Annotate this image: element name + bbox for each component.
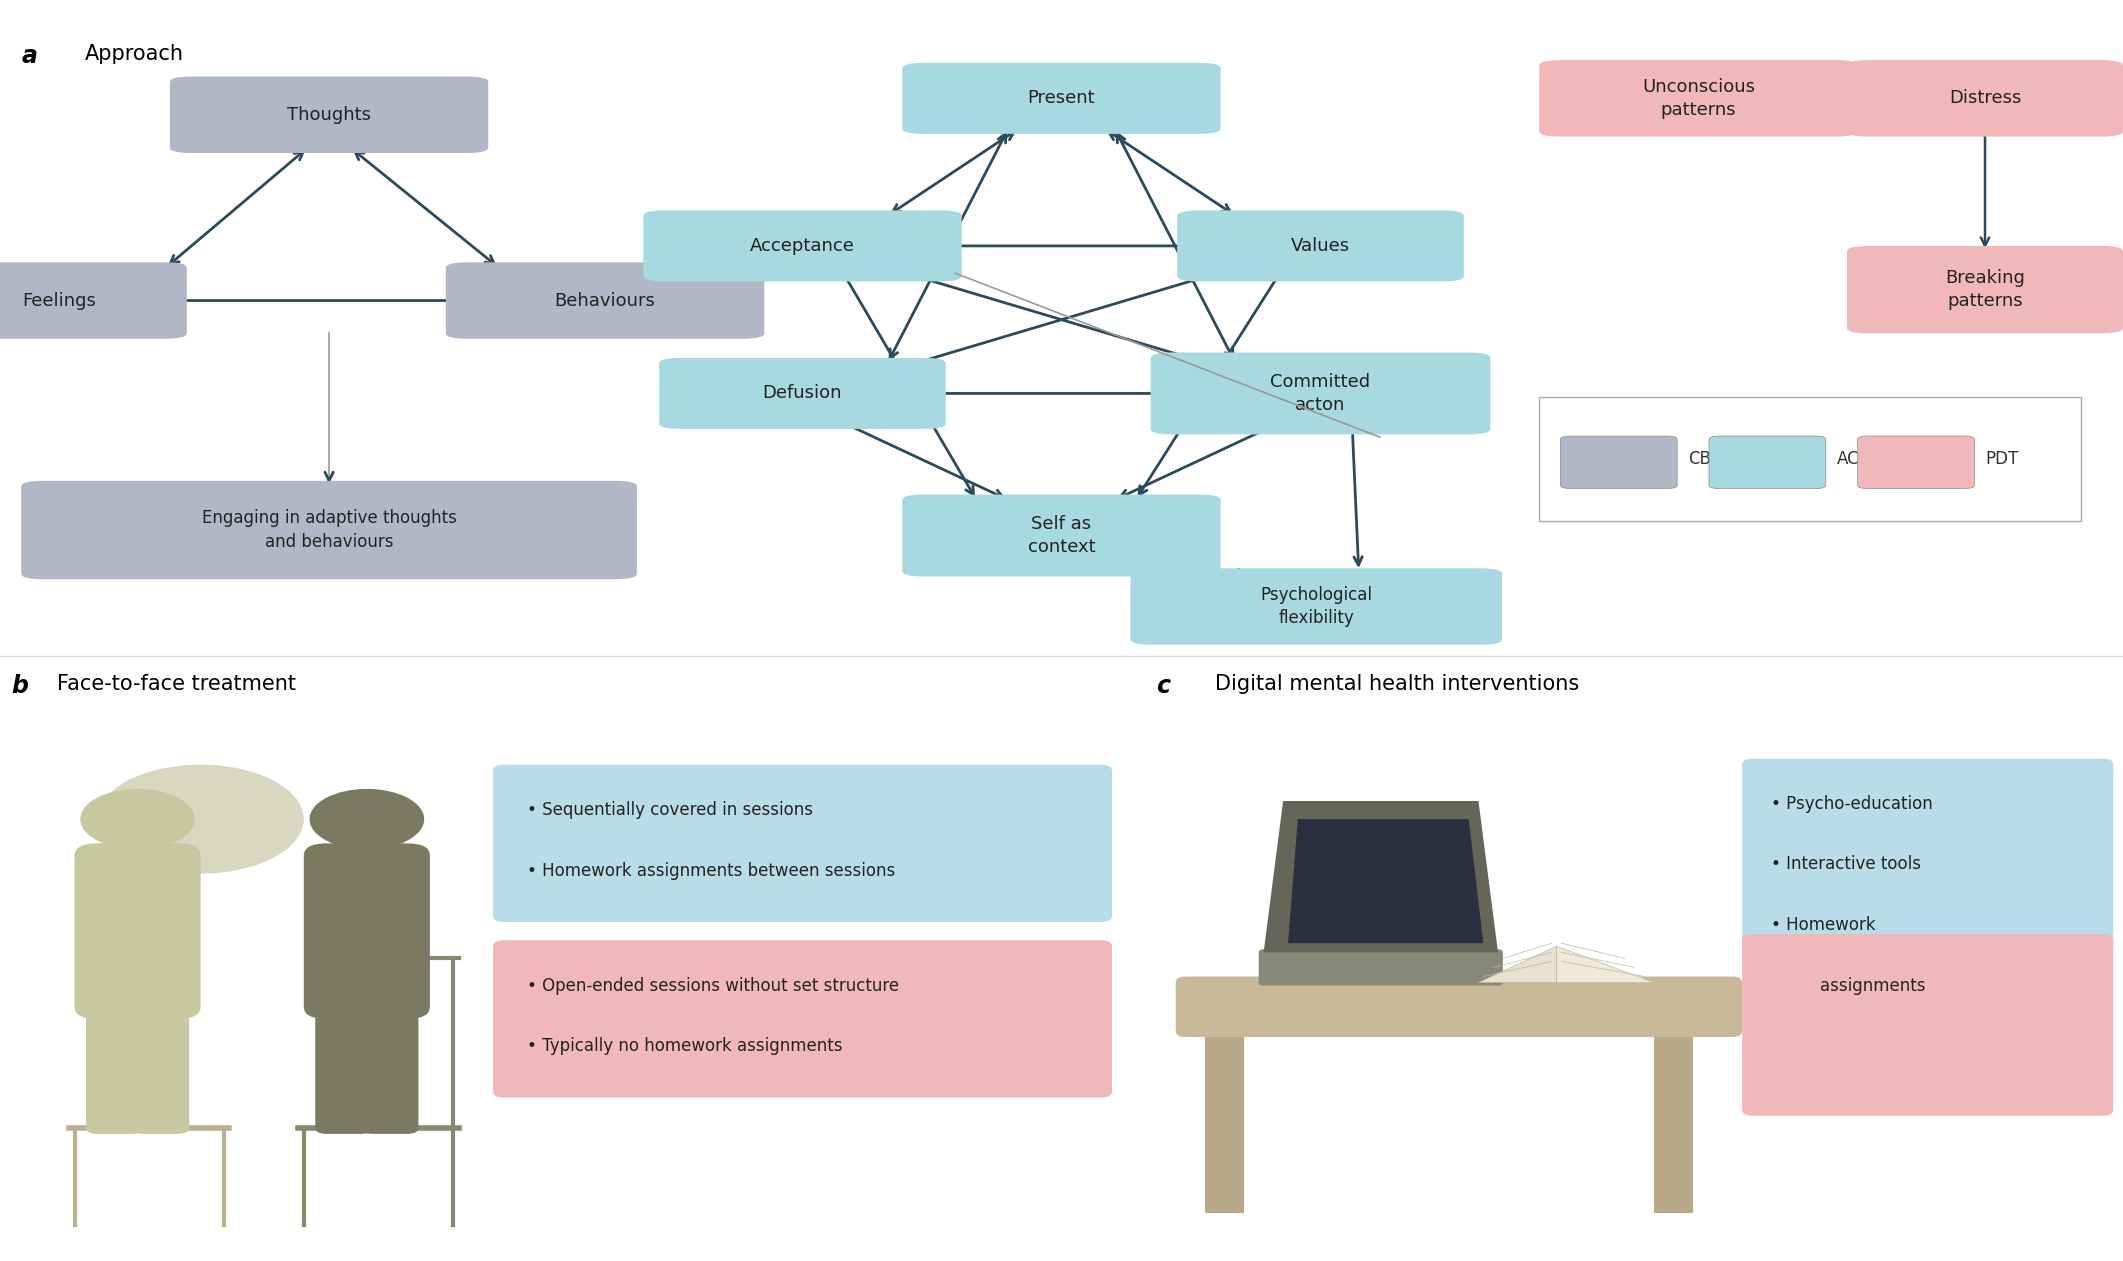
Text: • Interactive tools: • Interactive tools <box>1771 855 1921 874</box>
FancyBboxPatch shape <box>1743 759 2112 952</box>
FancyBboxPatch shape <box>170 77 488 153</box>
Bar <box>1206 1031 1244 1213</box>
FancyBboxPatch shape <box>902 494 1221 576</box>
Text: c: c <box>1157 673 1170 697</box>
Circle shape <box>310 789 425 850</box>
FancyBboxPatch shape <box>74 844 202 1019</box>
FancyBboxPatch shape <box>1151 352 1490 434</box>
Ellipse shape <box>98 764 304 874</box>
Text: Acceptance: Acceptance <box>749 237 856 255</box>
Text: Digital mental health interventions: Digital mental health interventions <box>1214 673 1580 694</box>
FancyBboxPatch shape <box>21 480 637 579</box>
FancyBboxPatch shape <box>493 941 1112 1097</box>
FancyBboxPatch shape <box>643 211 962 281</box>
Text: PDT: PDT <box>1985 450 2019 468</box>
FancyBboxPatch shape <box>1560 436 1677 488</box>
Text: Values: Values <box>1291 237 1350 255</box>
FancyBboxPatch shape <box>87 989 144 1134</box>
FancyBboxPatch shape <box>446 262 764 339</box>
FancyBboxPatch shape <box>361 989 418 1134</box>
FancyBboxPatch shape <box>1176 976 1743 1037</box>
FancyBboxPatch shape <box>1743 934 2112 1116</box>
Text: • Homework assignments between sessions: • Homework assignments between sessions <box>527 861 896 879</box>
FancyBboxPatch shape <box>314 989 374 1134</box>
Polygon shape <box>1289 820 1484 943</box>
Text: Feelings: Feelings <box>23 291 96 309</box>
FancyBboxPatch shape <box>1858 436 1974 488</box>
FancyBboxPatch shape <box>0 262 187 339</box>
Circle shape <box>81 789 195 850</box>
Text: CBT: CBT <box>1688 450 1722 468</box>
Text: Engaging in adaptive thoughts
and behaviours: Engaging in adaptive thoughts and behavi… <box>202 509 456 551</box>
Text: • Psycho-education: • Psycho-education <box>1771 794 1934 813</box>
Text: Defusion: Defusion <box>762 385 843 402</box>
Text: • Typically no homework assignments: • Typically no homework assignments <box>527 1037 843 1055</box>
Text: Self as
context: Self as context <box>1028 514 1095 556</box>
FancyBboxPatch shape <box>1847 61 2123 136</box>
Text: Distress: Distress <box>1949 90 2021 107</box>
Text: Present: Present <box>1028 90 1095 107</box>
FancyBboxPatch shape <box>132 989 189 1134</box>
FancyBboxPatch shape <box>1539 61 1858 136</box>
FancyBboxPatch shape <box>1847 246 2123 333</box>
Polygon shape <box>1478 946 1556 982</box>
Text: assignments: assignments <box>1819 976 1926 995</box>
Text: Approach: Approach <box>85 44 185 64</box>
Text: • Homework: • Homework <box>1771 915 1877 934</box>
FancyBboxPatch shape <box>902 63 1221 134</box>
Text: Unconscious
patterns: Unconscious patterns <box>1641 78 1756 119</box>
Text: Face-to-face treatment: Face-to-face treatment <box>57 673 297 694</box>
FancyBboxPatch shape <box>658 358 947 429</box>
Text: Committed
acton: Committed acton <box>1270 373 1371 414</box>
FancyBboxPatch shape <box>304 844 429 1019</box>
FancyBboxPatch shape <box>1129 569 1503 644</box>
Text: • Open-ended sessions without set structure: • Open-ended sessions without set struct… <box>527 976 900 995</box>
Text: a: a <box>21 44 38 68</box>
FancyBboxPatch shape <box>1178 211 1465 281</box>
Text: • Sequentially covered in sessions: • Sequentially covered in sessions <box>527 801 813 818</box>
Polygon shape <box>1556 946 1654 982</box>
Text: Breaking
patterns: Breaking patterns <box>1945 269 2025 310</box>
Polygon shape <box>1263 801 1499 952</box>
Bar <box>1654 1031 1694 1213</box>
FancyBboxPatch shape <box>1709 436 1826 488</box>
FancyBboxPatch shape <box>1259 950 1503 986</box>
Text: ACT: ACT <box>1836 450 1868 468</box>
Text: Thoughts: Thoughts <box>287 106 372 124</box>
FancyBboxPatch shape <box>493 764 1112 922</box>
Text: Psychological
flexibility: Psychological flexibility <box>1261 586 1371 627</box>
Text: Behaviours: Behaviours <box>554 291 656 309</box>
Text: b: b <box>11 673 28 697</box>
